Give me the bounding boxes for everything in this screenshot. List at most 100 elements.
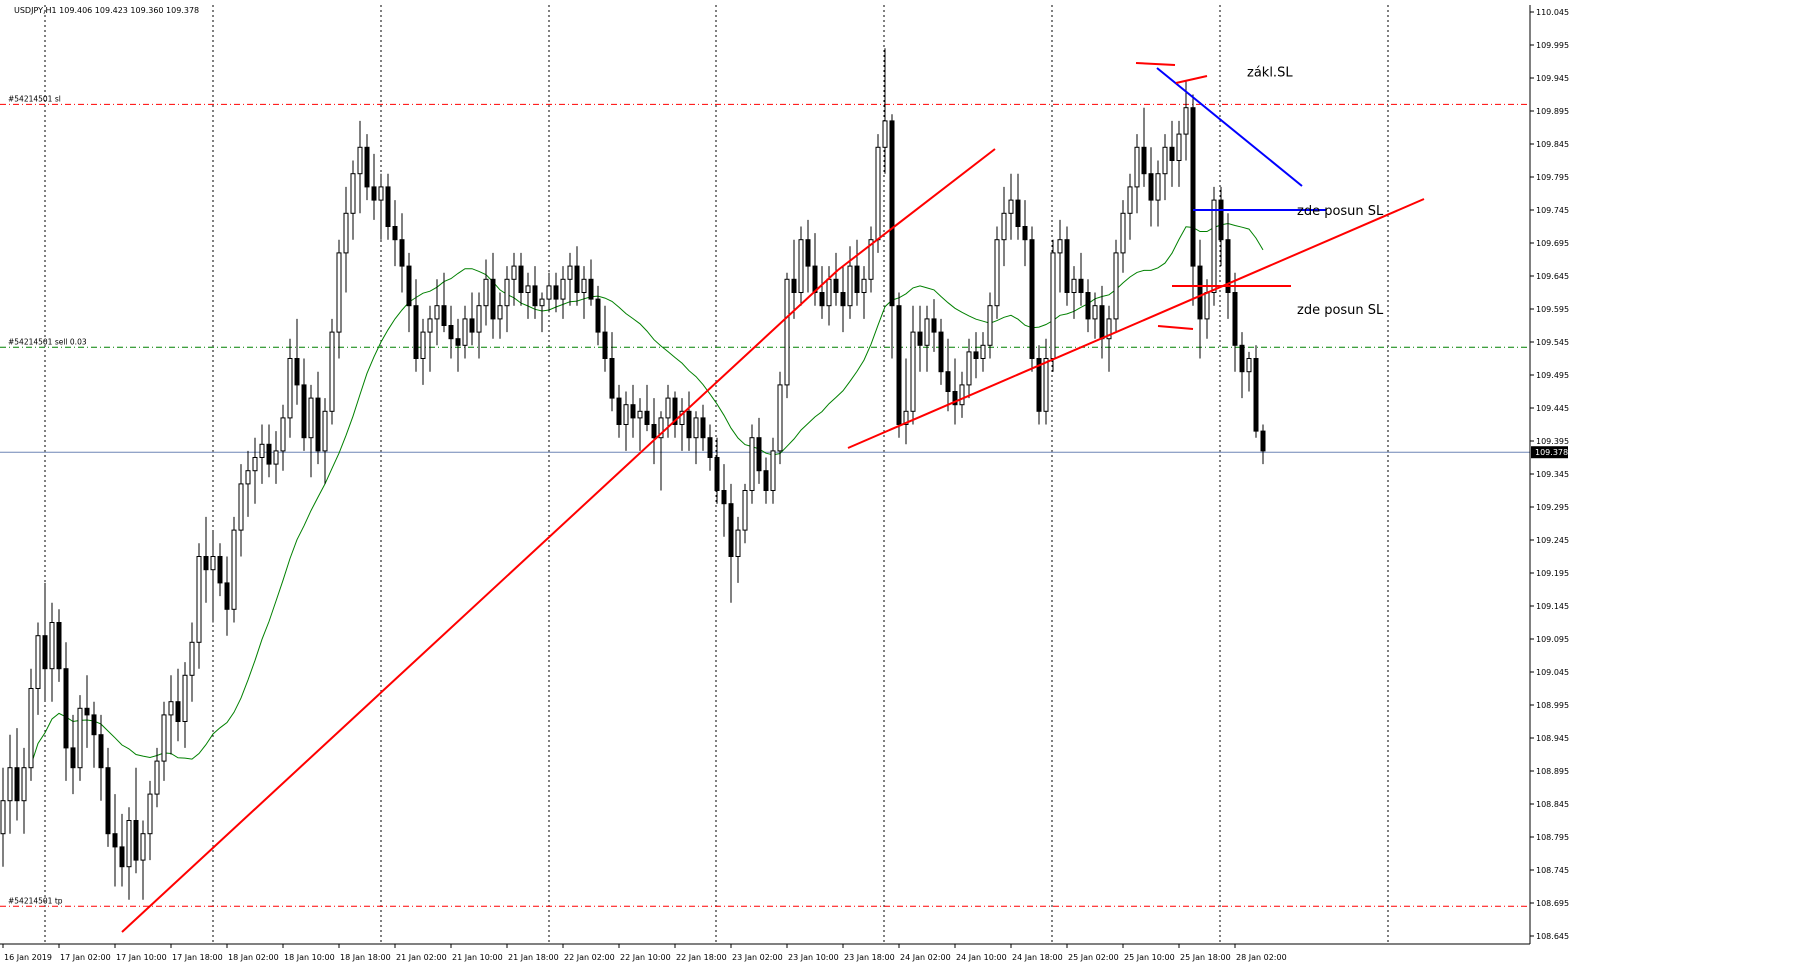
candle-bear — [490, 278, 496, 320]
candle-bull — [322, 410, 328, 452]
candle-bull — [910, 331, 916, 412]
x-tick-label: 22 Jan 18:00 — [676, 953, 727, 962]
candle-bear — [301, 384, 307, 439]
x-tick-label: 25 Jan 10:00 — [1124, 953, 1175, 962]
x-tick-label: 28 Jan 02:00 — [1236, 953, 1287, 962]
candle-bull — [1050, 252, 1056, 359]
candle-bear — [588, 278, 594, 300]
y-tick-label: 109.895 — [1536, 107, 1569, 116]
candle-bear — [1225, 239, 1231, 293]
candle-bull — [994, 239, 1000, 307]
red-tick-top-left[interactable] — [1135, 62, 1176, 66]
candle-bear — [98, 734, 104, 769]
candle-bear — [1218, 199, 1224, 241]
candle-bear — [63, 668, 69, 749]
red-tick-top-right[interactable] — [1175, 75, 1208, 84]
candle-bear — [532, 285, 538, 307]
x-tick-label: 22 Jan 02:00 — [564, 953, 615, 962]
candle-bear — [1085, 292, 1091, 320]
candle-bear — [1253, 358, 1259, 432]
y-tick-label: 109.545 — [1536, 338, 1569, 347]
candle-bull — [1092, 305, 1098, 320]
annotations: zákl.SL zde posun SL zde posun SL — [1247, 65, 1384, 318]
candle-bear — [224, 582, 230, 610]
candle-bull — [525, 285, 531, 293]
candle-bear — [952, 391, 958, 406]
annotation-label: zde posun SL — [1297, 303, 1384, 318]
candle-bull — [1113, 252, 1119, 320]
candle-bull — [21, 767, 27, 802]
candles — [0, 48, 1266, 900]
order-level-label: #54214501 sl — [8, 94, 61, 103]
candle-bear — [616, 397, 622, 426]
candle-bull — [1176, 133, 1182, 162]
candle-bull — [0, 800, 6, 835]
time-gridlines — [44, 5, 1389, 944]
x-tick-label: 17 Jan 10:00 — [116, 953, 167, 962]
candle-bull — [658, 417, 664, 439]
candle-bull — [252, 457, 258, 472]
x-tick-label: 18 Jan 18:00 — [340, 953, 391, 962]
candle-bear — [1141, 146, 1147, 175]
candle-bull — [336, 252, 342, 333]
y-tick-label: 108.945 — [1536, 734, 1569, 743]
annotation-label: zde posun SL — [1297, 204, 1384, 219]
candle-bear — [1022, 226, 1028, 241]
trendline-wedge-lower[interactable] — [847, 198, 1425, 449]
candle-bear — [1190, 107, 1196, 267]
candle-bear — [1197, 265, 1203, 320]
candle-bull — [434, 305, 440, 320]
candle-bull — [749, 437, 755, 492]
candle-bear — [42, 635, 48, 670]
trendline-drawings[interactable] — [121, 62, 1425, 933]
candle-bear — [1078, 278, 1084, 293]
candle-bull — [1057, 239, 1063, 254]
x-tick-label: 17 Jan 02:00 — [60, 953, 111, 962]
candle-bull — [287, 358, 293, 419]
candle-bull — [77, 707, 83, 769]
candle-bull — [784, 278, 790, 386]
y-tick-label: 109.295 — [1536, 503, 1569, 512]
y-tick-label: 109.995 — [1536, 41, 1569, 50]
candle-bear — [672, 397, 678, 426]
candle-bear — [973, 351, 979, 359]
candle-bear — [553, 285, 559, 300]
candle-bear — [833, 278, 839, 293]
candle-bull — [987, 305, 993, 346]
red-tick-bottom[interactable] — [1157, 325, 1194, 330]
candle-bear — [644, 410, 650, 425]
candle-bear — [931, 318, 937, 333]
candle-bear — [917, 331, 923, 346]
candle-bull — [126, 820, 132, 868]
candle-bear — [56, 622, 62, 670]
y-tick-label: 109.595 — [1536, 305, 1569, 314]
candle-bull — [1134, 146, 1140, 188]
y-tick-label: 110.045 — [1536, 8, 1569, 17]
candle-bull — [1008, 199, 1014, 214]
candle-bear — [728, 503, 734, 558]
candle-bear — [700, 417, 706, 439]
y-tick-label: 109.945 — [1536, 74, 1569, 83]
candle-bull — [161, 714, 167, 762]
candle-bull — [1246, 358, 1252, 373]
candle-bull — [350, 173, 356, 214]
candle-bull — [1106, 318, 1112, 340]
candle-bear — [707, 437, 713, 459]
candle-bear — [413, 305, 419, 360]
blue-diagonal-line[interactable] — [1156, 67, 1303, 187]
trendline-wedge-upper[interactable] — [837, 148, 996, 271]
candle-bull — [147, 793, 153, 835]
x-tick-label: 21 Jan 18:00 — [508, 953, 559, 962]
candle-bear — [763, 470, 769, 492]
candle-bear — [406, 265, 412, 307]
candle-bull — [378, 186, 384, 201]
candle-bull — [476, 305, 482, 333]
trendline-long-support[interactable] — [121, 269, 839, 933]
y-tick-label: 108.995 — [1536, 701, 1569, 710]
time-axis: 16 Jan 2019 17 Jan 02:00 17 Jan 10:00 17 Ja… — [0, 943, 1793, 966]
x-tick-label: 24 Jan 10:00 — [956, 953, 1007, 962]
candle-bear — [217, 556, 223, 584]
candle-bear — [840, 292, 846, 307]
